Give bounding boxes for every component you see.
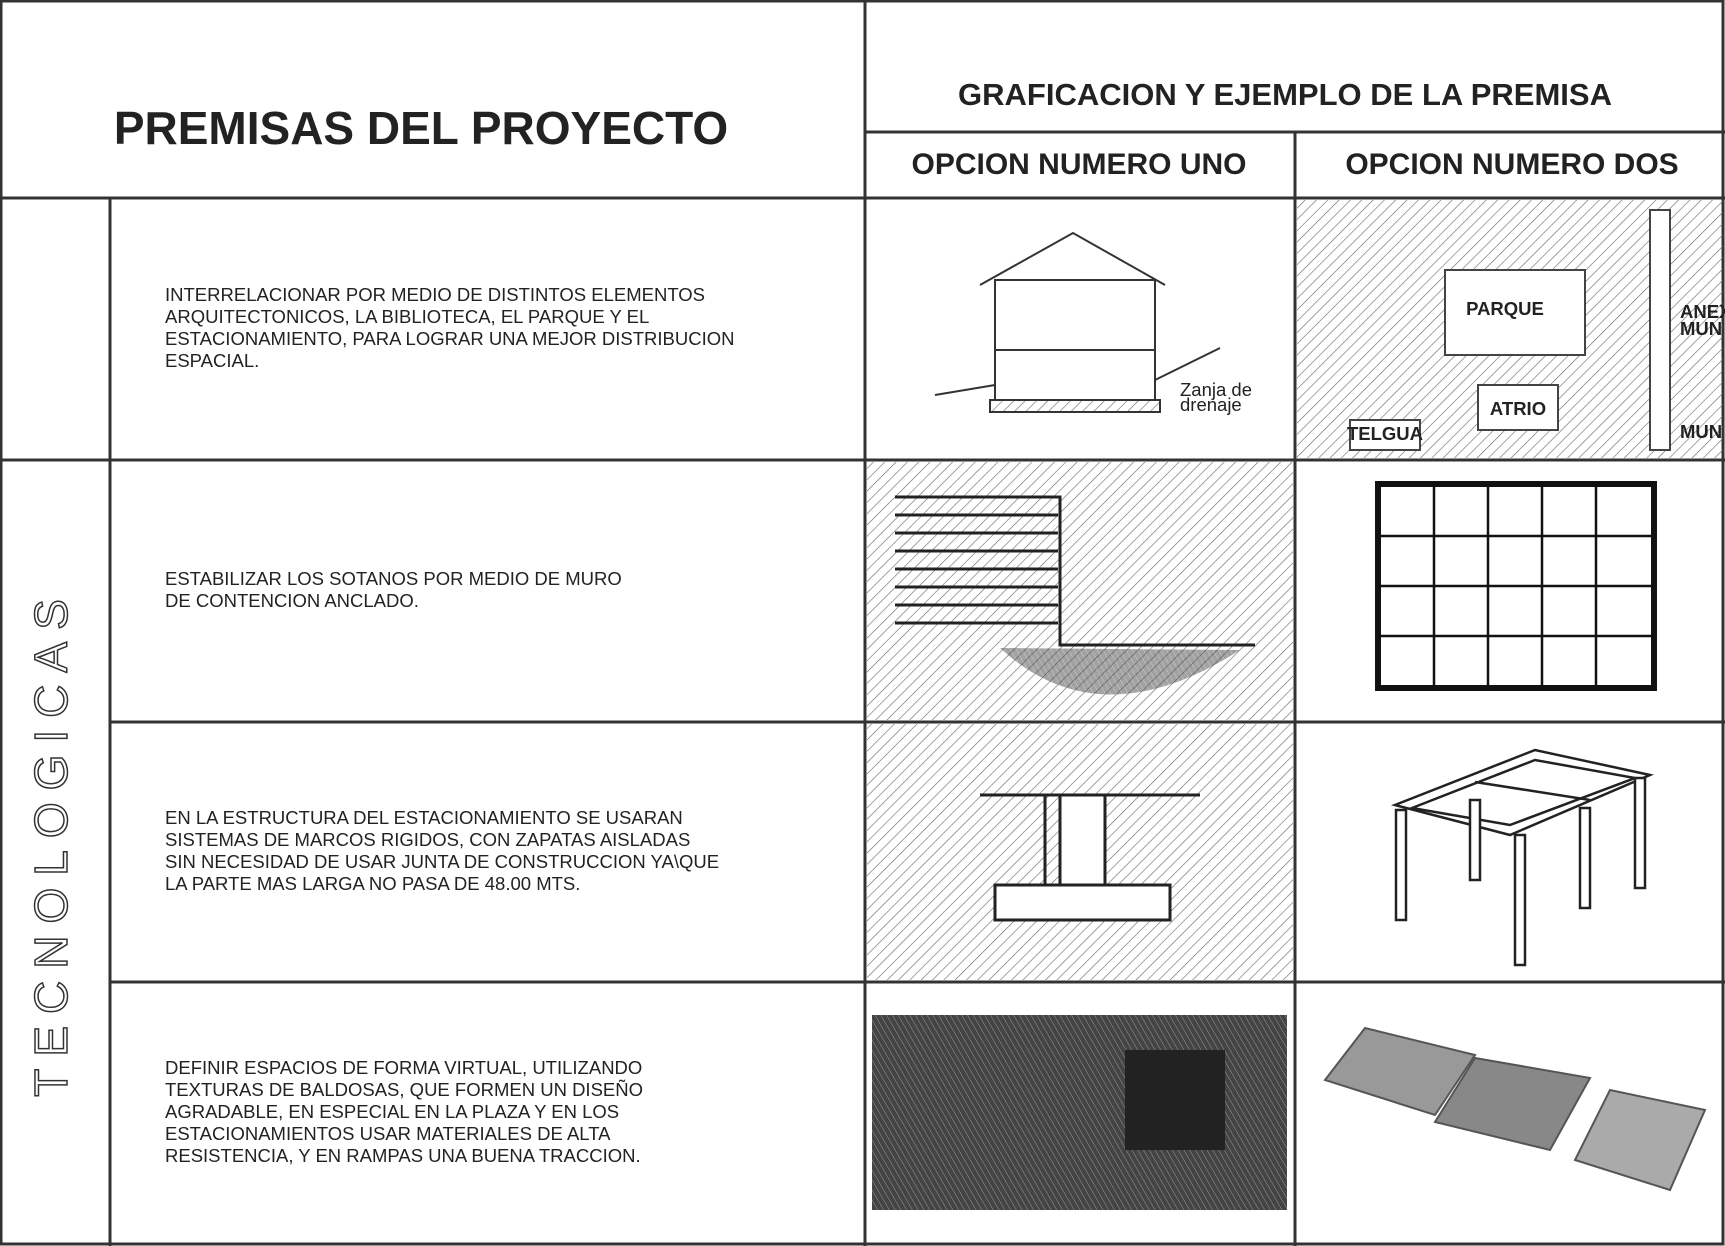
- site-plan-blocks: [1349, 209, 1671, 451]
- premise-text: LA PARTE MAS LARGA NO PASA DE 48.00 MTS.: [165, 873, 580, 894]
- premise-text: INTERRELACIONAR POR MEDIO DE DISTINTOS E…: [165, 284, 705, 305]
- drawing-label: PARQUE: [1466, 298, 1544, 319]
- premise-text: ARQUITECTONICOS, LA BIBLIOTECA, EL PARQU…: [165, 306, 649, 327]
- plaza-render-kiosk: [1125, 1050, 1225, 1150]
- drawing-label: MUN: [1680, 421, 1722, 442]
- premise-text: SISTEMAS DE MARCOS RIGIDOS, CON ZAPATAS …: [165, 829, 690, 850]
- drawing-label: ATRIO: [1490, 398, 1546, 419]
- premise-text: EN LA ESTRUCTURA DEL ESTACIONAMIENTO SE …: [165, 807, 683, 828]
- premise-text: DEFINIR ESPACIOS DE FORMA VIRTUAL, UTILI…: [165, 1057, 642, 1078]
- graphics-title: GRAFICACION Y EJEMPLO DE LA PREMISA: [958, 77, 1612, 112]
- drawing-label: drenaje: [1180, 394, 1242, 415]
- premise-text: AGRADABLE, EN ESPECIAL EN LA PLAZA Y EN …: [165, 1101, 619, 1122]
- drawing-label: TELGUA: [1347, 423, 1423, 444]
- premise-text: RESISTENCIA, Y EN RAMPAS UNA BUENA TRACC…: [165, 1145, 641, 1166]
- retaining-wall-lines: [895, 495, 1255, 695]
- premise-text: ESTABILIZAR LOS SOTANOS POR MEDIO DE MUR…: [165, 568, 622, 589]
- premise-text: DE CONTENCION ANCLADO.: [165, 590, 419, 611]
- premise-text: ESPACIAL.: [165, 350, 259, 371]
- premise-text: TEXTURAS DE BALDOSAS, QUE FORMEN UN DISE…: [165, 1079, 643, 1100]
- premise-text: SIN NECESIDAD DE USAR JUNTA DE CONSTRUCC…: [165, 851, 719, 872]
- footing-lines: [980, 793, 1200, 922]
- option-header: OPCION NUMERO UNO: [911, 148, 1246, 181]
- category-label: TECNOLOGICAS: [25, 587, 77, 1097]
- drawing-label: ANEX: [1680, 301, 1725, 322]
- premise-text: ESTACIONAMIENTOS USAR MATERIALES DE ALTA: [165, 1123, 611, 1144]
- premise-text: ESTACIONAMIENTO, PARA LOGRAR UNA MEJOR D…: [165, 328, 734, 349]
- drawing-label: MUN: [1680, 318, 1722, 339]
- option-header: OPCION NUMERO DOS: [1345, 148, 1678, 181]
- house-section: [934, 231, 1221, 413]
- column-grid: [1375, 481, 1657, 691]
- frame-3d: [1390, 748, 1655, 967]
- title: PREMISAS DEL PROYECTO: [114, 102, 728, 154]
- drawing-label: Zanja de: [1180, 379, 1252, 400]
- tile-samples: [1323, 1026, 1707, 1192]
